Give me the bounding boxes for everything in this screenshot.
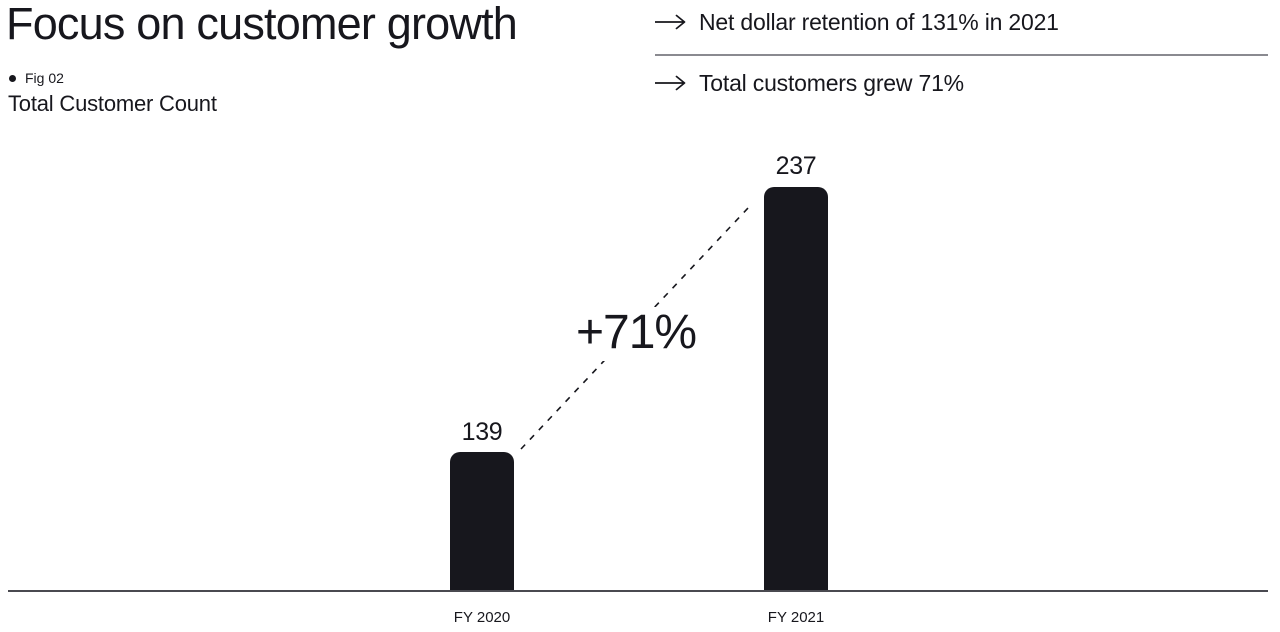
chart-subtitle: Total Customer Count — [8, 91, 217, 116]
bar-value-label-fy2020: 139 — [461, 418, 503, 446]
x-axis-label-fy2021: FY 2021 — [767, 609, 825, 626]
callout-total-customers: Total customers grew 71% — [655, 65, 1268, 101]
x-axis-baseline — [8, 590, 1268, 592]
bar-fy2021 — [764, 187, 828, 592]
figure-label-row: Fig 02 — [9, 70, 64, 86]
callout-text: Net dollar retention of 131% in 2021 — [699, 8, 1059, 35]
right-arrow-icon — [655, 75, 686, 91]
x-axis-label-fy2020: FY 2020 — [453, 609, 511, 626]
figure-label: Fig 02 — [25, 70, 64, 86]
bar-value-label-fy2021: 237 — [775, 152, 817, 180]
callout-text: Total customers grew 71% — [699, 69, 964, 96]
callout-divider — [655, 54, 1268, 56]
callout-list: Net dollar retention of 131% in 2021 Tot… — [655, 0, 1268, 120]
page-title: Focus on customer growth — [6, 0, 518, 49]
bar-fy2020 — [450, 452, 514, 592]
right-arrow-icon — [655, 14, 686, 30]
growth-annotation: +71% — [566, 307, 707, 361]
bullet-icon — [9, 74, 16, 82]
callout-net-dollar-retention: Net dollar retention of 131% in 2021 — [655, 4, 1268, 40]
